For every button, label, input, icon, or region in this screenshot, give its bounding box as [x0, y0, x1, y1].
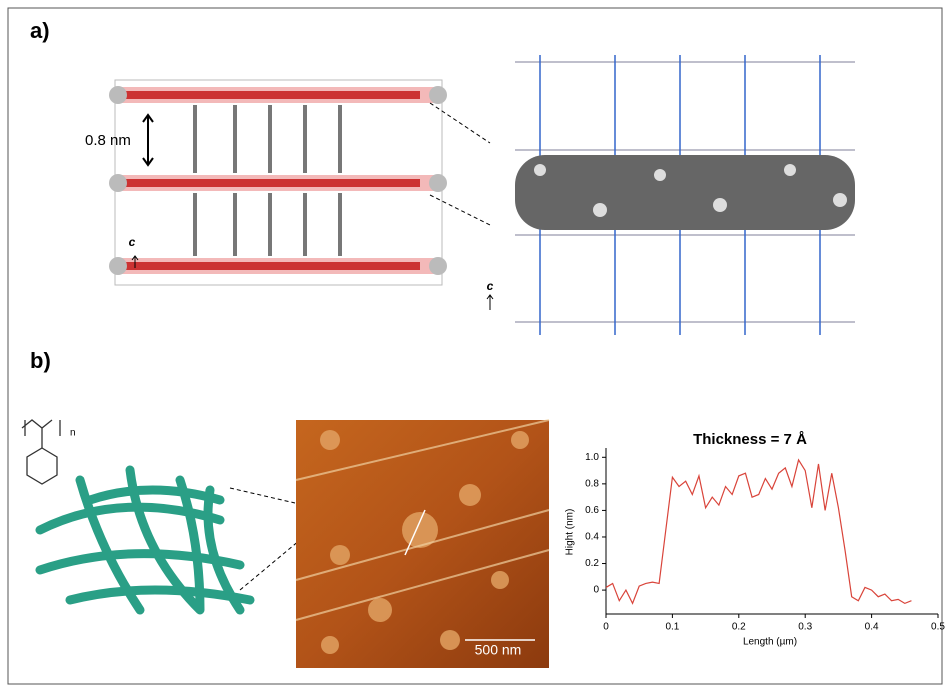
mof-structure	[109, 80, 490, 285]
x-tick-label: 0.1	[665, 622, 679, 633]
axis-label: c	[129, 235, 136, 249]
x-tick-label: 0.4	[865, 622, 879, 633]
panel-label: a)	[30, 18, 50, 43]
x-tick-label: 0.2	[732, 622, 746, 633]
chart-title: Thickness = 7 Å	[693, 431, 807, 448]
plot-frame	[606, 448, 938, 614]
x-tick-label: 0.5	[931, 622, 945, 633]
x-axis-label: Length (µm)	[743, 637, 797, 648]
y-tick-label: 1.0	[585, 452, 599, 463]
y-tick-label: 0.8	[585, 478, 599, 489]
x-tick-label: 0.3	[798, 622, 812, 633]
axis-label: c	[487, 279, 494, 293]
y-tick-label: 0.2	[585, 558, 599, 569]
polymer-mesh	[40, 470, 250, 610]
crystal-packing	[487, 55, 855, 335]
spacing-label: 0.8 nm	[85, 132, 131, 149]
x-tick-label: 0	[603, 622, 609, 633]
y-tick-label: 0	[593, 585, 599, 596]
afm-image	[296, 420, 549, 668]
y-tick-label: 0.4	[585, 532, 599, 543]
page: a) b) 0.8 nm c c n 500 nm Thickness = 7 …	[0, 0, 949, 686]
subscript: n	[70, 428, 76, 439]
data-line	[606, 460, 911, 603]
y-tick-label: 0.6	[585, 505, 599, 516]
connector	[230, 488, 300, 590]
figure: a) b) 0.8 nm c c n 500 nm Thickness = 7 …	[0, 0, 949, 686]
scale-bar-label: 500 nm	[475, 642, 522, 658]
panel-label: b)	[30, 348, 51, 373]
y-axis-label: Hight (nm)	[565, 509, 576, 556]
polymer-structure	[22, 420, 60, 484]
